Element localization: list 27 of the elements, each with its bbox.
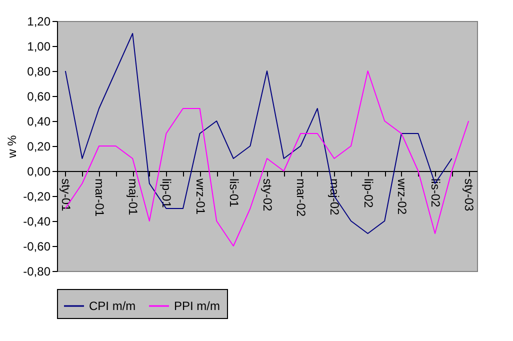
- x-tick-label: lip-02: [361, 178, 376, 208]
- y-tick-label: 0,40: [27, 114, 51, 128]
- x-tick-label: maj-01: [126, 178, 140, 216]
- x-tick-label: wrz-02: [394, 178, 409, 215]
- y-tick-label: -0,60: [23, 240, 51, 254]
- legend-label: CPI m/m: [89, 299, 136, 313]
- y-tick-label: 0,00: [27, 164, 51, 178]
- y-tick-label: -0,40: [23, 214, 51, 228]
- y-tick-label: 1,20: [27, 14, 51, 28]
- x-tick-label: lis-02: [428, 178, 442, 208]
- x-tick-label: wrz-01: [193, 178, 208, 215]
- x-tick-label: sty-02: [260, 178, 274, 212]
- x-tick-label: sty-03: [462, 178, 476, 212]
- legend-label: PPI m/m: [174, 299, 220, 313]
- x-tick-label: lip-01: [160, 178, 174, 208]
- x-tick-label: lis-01: [226, 178, 241, 208]
- x-tick-label: sty-01: [58, 178, 73, 212]
- y-tick-label: 1,00: [27, 40, 51, 54]
- x-tick-label: maj-02: [328, 178, 342, 216]
- y-tick-label: -0,20: [23, 190, 51, 204]
- y-tick-label: -0,80: [23, 264, 51, 278]
- y-tick-label: 0,20: [27, 140, 51, 154]
- x-tick-label: mar-01: [92, 178, 106, 217]
- y-tick-label: 0,80: [27, 64, 51, 78]
- x-tick-label: mar-02: [294, 178, 308, 217]
- y-tick-label: 0,60: [27, 90, 51, 104]
- y-axis-title: w %: [5, 134, 20, 159]
